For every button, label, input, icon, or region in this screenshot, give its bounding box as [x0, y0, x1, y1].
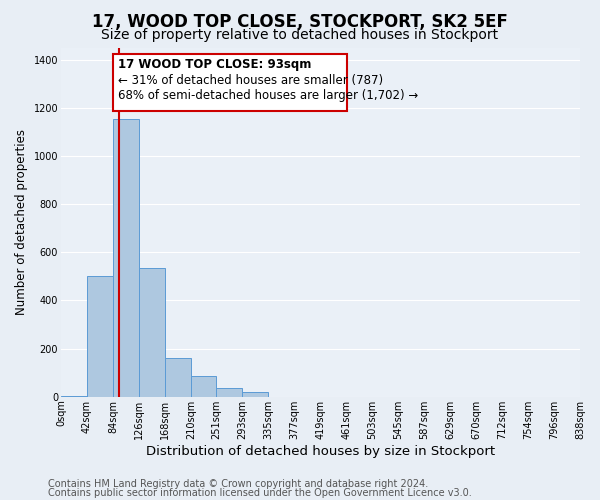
Bar	[191, 376, 217, 397]
Text: 17, WOOD TOP CLOSE, STOCKPORT, SK2 5EF: 17, WOOD TOP CLOSE, STOCKPORT, SK2 5EF	[92, 12, 508, 30]
Text: Contains public sector information licensed under the Open Government Licence v3: Contains public sector information licen…	[48, 488, 472, 498]
Bar	[61, 396, 87, 397]
Text: 68% of semi-detached houses are larger (1,702) →: 68% of semi-detached houses are larger (…	[118, 89, 418, 102]
Text: Size of property relative to detached houses in Stockport: Size of property relative to detached ho…	[101, 28, 499, 42]
Bar	[242, 392, 268, 397]
Bar	[217, 388, 242, 397]
Text: 17 WOOD TOP CLOSE: 93sqm: 17 WOOD TOP CLOSE: 93sqm	[118, 58, 311, 71]
X-axis label: Distribution of detached houses by size in Stockport: Distribution of detached houses by size …	[146, 444, 495, 458]
Bar	[165, 358, 191, 397]
Y-axis label: Number of detached properties: Number of detached properties	[15, 129, 28, 315]
Text: ← 31% of detached houses are smaller (787): ← 31% of detached houses are smaller (78…	[118, 74, 383, 87]
FancyBboxPatch shape	[113, 54, 347, 112]
Text: Contains HM Land Registry data © Crown copyright and database right 2024.: Contains HM Land Registry data © Crown c…	[48, 479, 428, 489]
Bar	[113, 118, 139, 397]
Bar	[139, 268, 165, 397]
Bar	[87, 276, 113, 397]
